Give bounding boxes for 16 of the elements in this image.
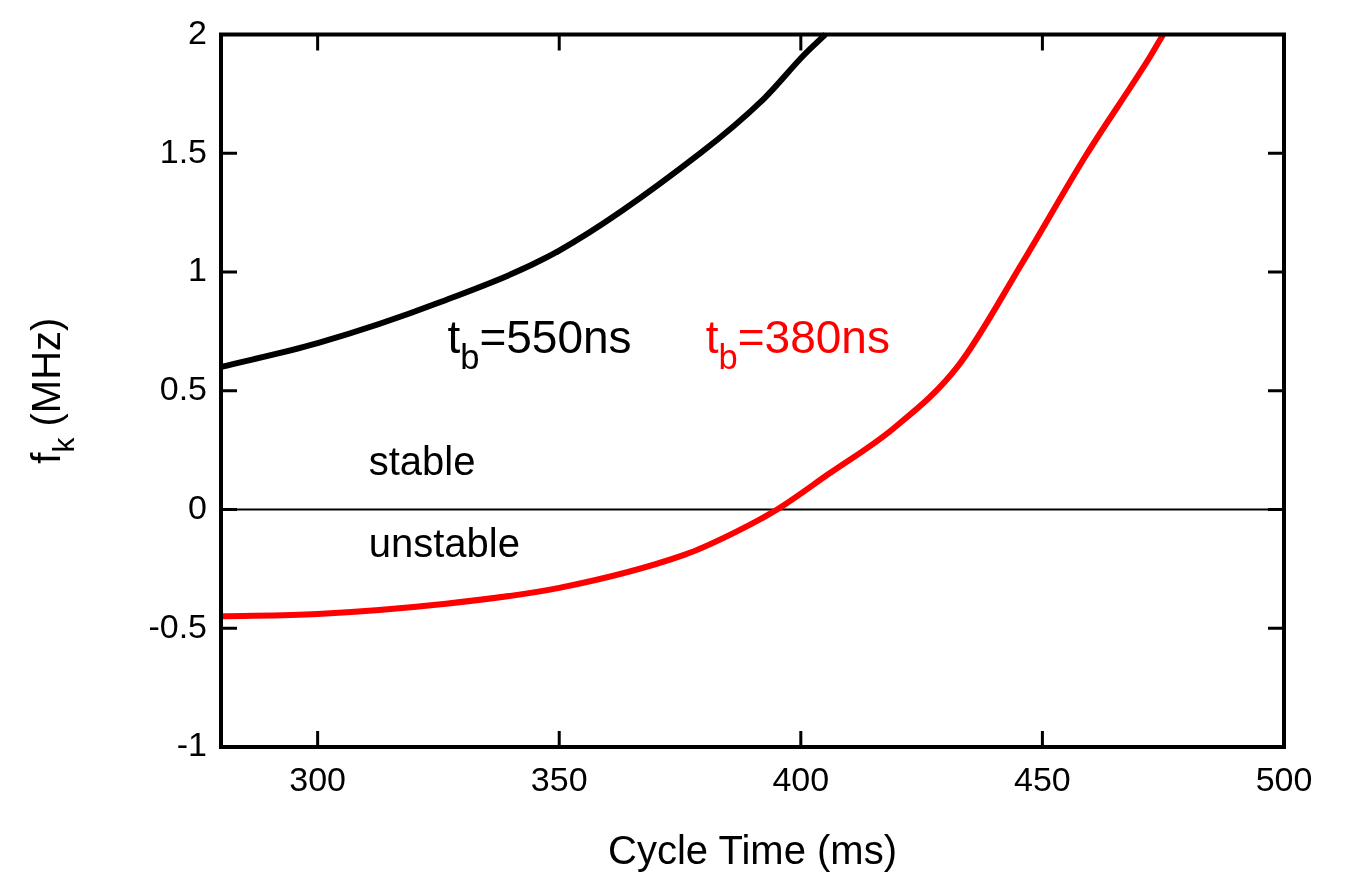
x-tick-label: 300	[289, 759, 346, 798]
x-tick-label: 400	[772, 759, 830, 798]
y-tick-label: -0.5	[148, 606, 207, 645]
x-axis-title: Cycle Time (ms)	[608, 828, 897, 873]
y-tick-label: 1	[188, 250, 207, 289]
y-tick-label: 0	[188, 487, 207, 526]
y-axis-title: fk (MHz)	[24, 317, 80, 464]
y-tick-label: -1	[176, 725, 207, 764]
y-tick-label: 0.5	[159, 369, 207, 408]
y-tick-label: 1.5	[159, 131, 207, 170]
x-tick-label: 350	[530, 759, 588, 798]
annotation: unstable	[368, 521, 520, 566]
annotation: stable	[368, 439, 476, 484]
x-tick-label: 450	[1014, 759, 1071, 798]
y-tick-label: 2	[188, 12, 207, 51]
x-tick-label: 500	[1255, 759, 1313, 798]
